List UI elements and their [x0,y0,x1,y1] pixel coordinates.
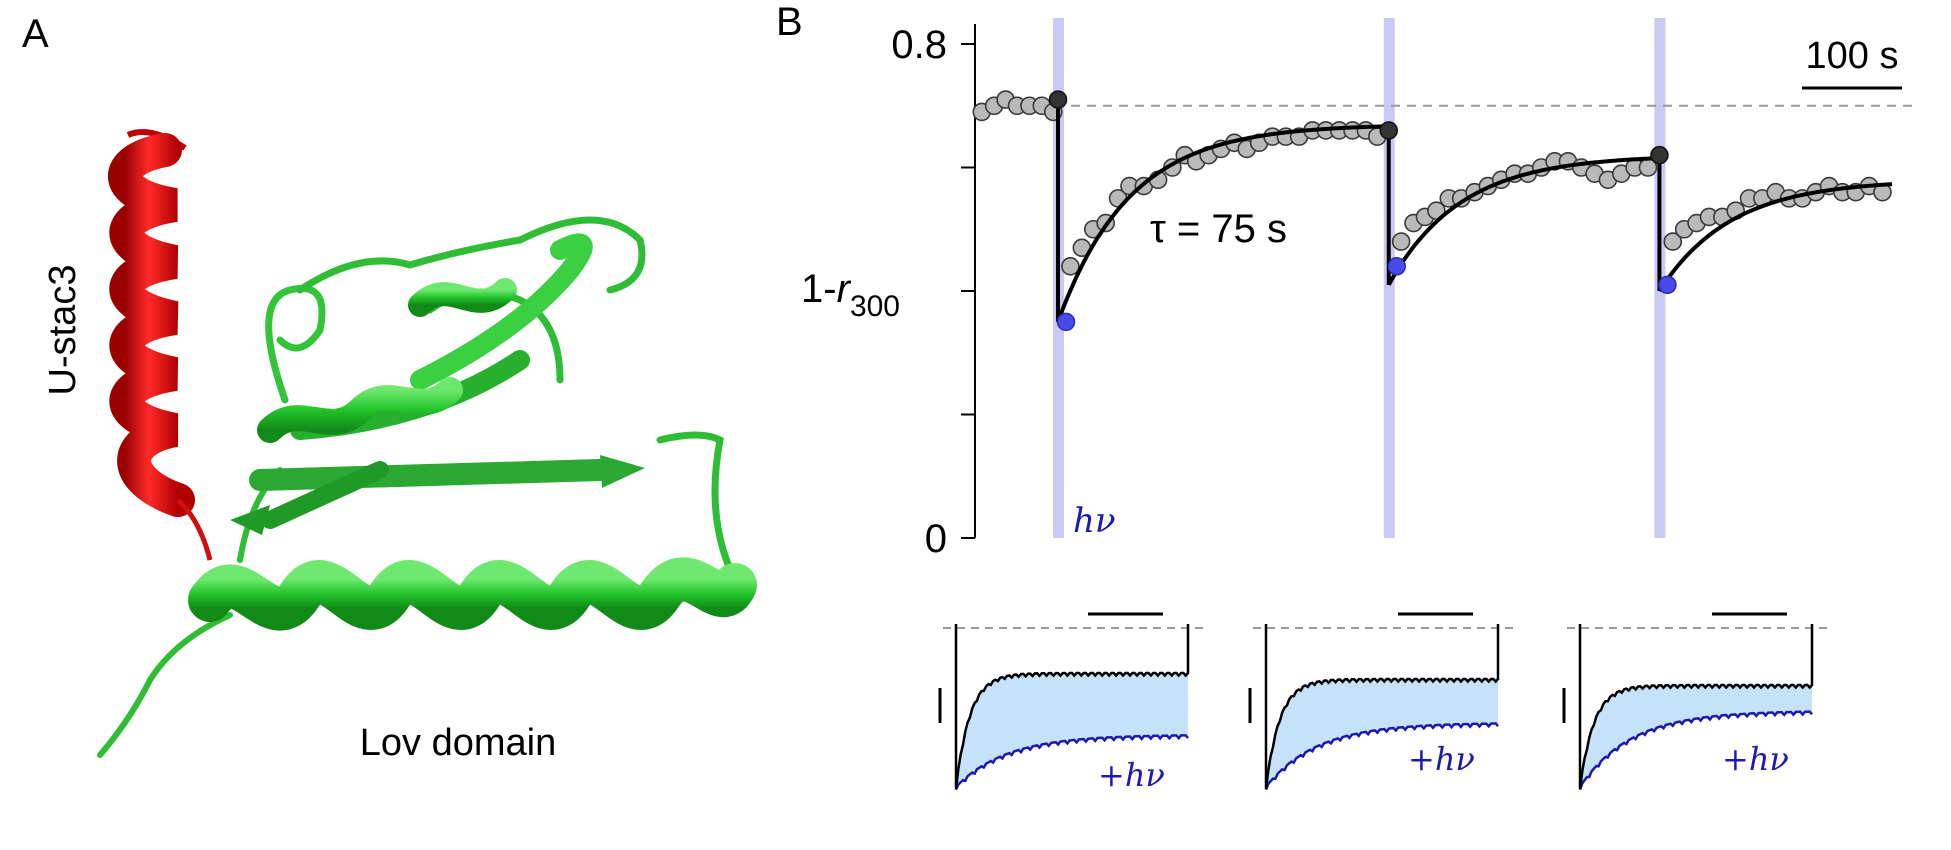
y-axis-label-base: 1- [801,267,837,311]
data-point-s3-1 [1663,232,1683,251]
highlight-points [1048,90,1677,332]
inset-light-label-2: +hν [1408,740,1475,778]
tau-label: τ = 75 s [1150,207,1287,251]
y-axis-label-italic: r [837,267,852,311]
inset-light-trace-2 [1264,722,1499,790]
panel-b-letter: B [776,0,803,44]
lov-domain-label: Lov domain [360,722,556,764]
y-axis: 0.80 [891,23,976,561]
y-axis-label-sub: 300 [850,290,900,323]
inset-3: +hν [1562,612,1829,790]
inset-dark-trace-3 [1578,683,1813,790]
inset-dark-trace-1 [954,671,1189,790]
inset-2: +hν [1248,612,1515,790]
data-point-s2-1 [1391,232,1411,251]
fit-curve-3 [1657,182,1893,293]
inset-light-label-3: +hν [1722,740,1789,778]
fit-curves [1056,99,1893,323]
u-stac3-label: U-stac3 [42,265,84,396]
fit-curve-1 [1056,124,1388,323]
inset-dark-trace-2 [1264,677,1499,790]
current-trace-insets: +hν +hν +hν [938,612,1829,794]
inset-difference-fill-3 [1580,685,1812,790]
inset-difference-fill-1 [956,673,1188,790]
data-point-s1-8 [1061,256,1080,276]
highlight-point-2 [1056,312,1076,332]
inset-1: +hν [938,612,1205,794]
highlight-point-5 [1650,145,1669,165]
light-pulse-bands [1053,18,1666,538]
data-points [972,90,1892,276]
y-tick-label-0: 0.8 [891,23,947,67]
highlight-point-3 [1379,121,1398,140]
highlight-point-4 [1387,257,1406,276]
highlight-point-6 [1658,275,1677,295]
lov-domain [97,216,757,758]
inset-light-trace-3 [1578,710,1813,790]
fit-curve-2 [1387,156,1660,286]
u-stac3-helix [108,129,213,561]
svg-text:1-r300: 1-r300 [801,267,900,323]
inset-difference-fill-2 [1266,679,1498,790]
highlight-point-1 [1048,90,1068,109]
light-label: hν [1073,501,1116,541]
y-axis-label: 1-r300 [801,267,900,323]
time-scale-bar-label: 100 s [1806,35,1899,77]
panel-a-letter: A [22,12,49,56]
inset-light-trace-1 [954,734,1189,791]
protein-structure-illustration: U-stac3 Lov domain [42,129,757,764]
y-tick-label-1: 0 [925,517,947,561]
inset-light-label-1: +hν [1098,756,1165,794]
